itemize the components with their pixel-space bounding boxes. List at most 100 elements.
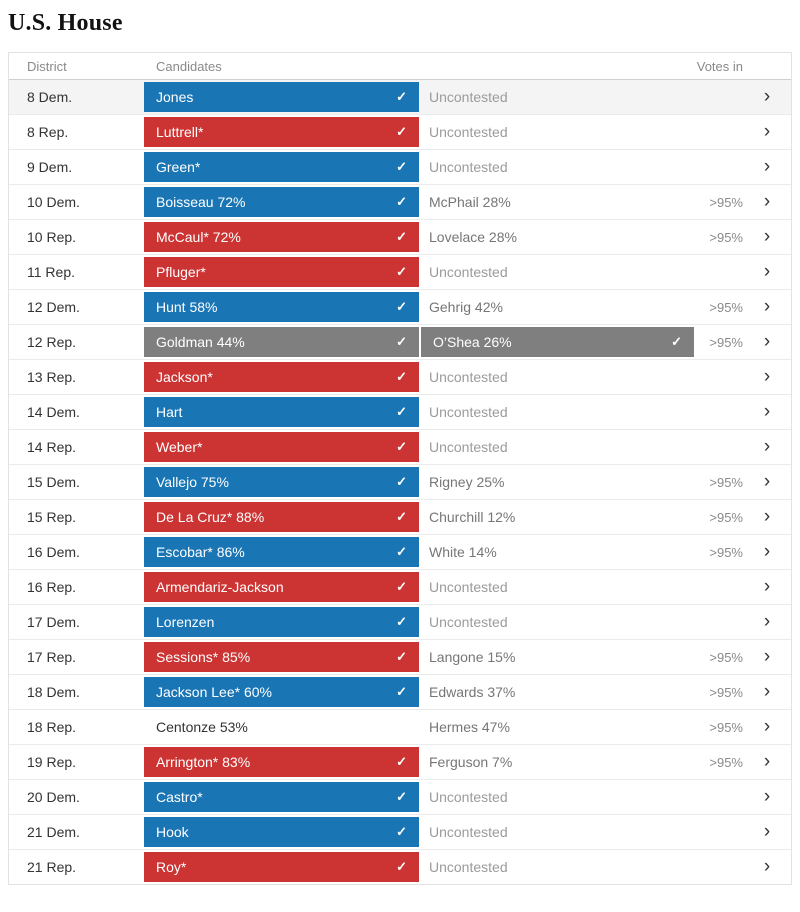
header-candidates: Candidates <box>156 58 222 74</box>
table-row[interactable]: 8 Dem. Jones ✓ Uncontested › <box>9 80 791 115</box>
chevron-right-icon[interactable]: › <box>763 120 771 142</box>
opponent-name: Ferguson 7% <box>429 754 513 770</box>
table-row[interactable]: 12 Dem. Hunt 58% ✓ Gehrig 42% >95% › <box>9 290 791 325</box>
opponent-name: Uncontested <box>429 89 508 105</box>
candidate-bar: Hook ✓ <box>144 817 419 847</box>
candidate-cell: Hunt 58% ✓ <box>144 290 419 324</box>
table-row[interactable]: 12 Rep. Goldman 44% ✓ O’Shea 26% ✓ >95% … <box>9 325 791 360</box>
candidate-bar: Vallejo 75% ✓ <box>144 467 419 497</box>
chevron-right-icon[interactable]: › <box>763 260 771 282</box>
chevron-right-icon[interactable]: › <box>763 645 771 667</box>
district-label: 17 Rep. <box>27 649 77 665</box>
chevron-right-icon[interactable]: › <box>763 820 771 842</box>
district-label: 20 Dem. <box>27 789 80 805</box>
chevron-right-icon[interactable]: › <box>763 505 771 527</box>
opponent-cell: Ferguson 7% <box>419 745 691 779</box>
candidate-cell: Castro* ✓ <box>144 780 419 814</box>
table-row[interactable]: 15 Rep. De La Cruz* 88% ✓ Churchill 12% … <box>9 500 791 535</box>
candidate-cell: Sessions* 85% ✓ <box>144 640 419 674</box>
winner-check-icon: ✓ <box>396 789 407 804</box>
table-row[interactable]: 16 Dem. Escobar* 86% ✓ White 14% >95% › <box>9 535 791 570</box>
chevron-right-icon[interactable]: › <box>763 400 771 422</box>
opponent-name: Edwards 37% <box>429 684 516 700</box>
candidate-cell: Jackson* ✓ <box>144 360 419 394</box>
winner-check-icon: ✓ <box>396 369 407 384</box>
opponent-bar: Uncontested <box>419 789 691 805</box>
opponent-cell: Uncontested <box>419 80 691 114</box>
opponent-name: Uncontested <box>429 439 508 455</box>
opponent-cell: Uncontested <box>419 395 691 429</box>
candidate-cell: Luttrell* ✓ <box>144 115 419 149</box>
table-row[interactable]: 14 Dem. Hart ✓ Uncontested › <box>9 395 791 430</box>
table-row[interactable]: 15 Dem. Vallejo 75% ✓ Rigney 25% >95% › <box>9 465 791 500</box>
chevron-right-icon[interactable]: › <box>763 610 771 632</box>
opponent-bar: Lovelace 28% <box>419 229 691 245</box>
chevron-right-icon[interactable]: › <box>763 715 771 737</box>
table-row[interactable]: 17 Rep. Sessions* 85% ✓ Langone 15% >95%… <box>9 640 791 675</box>
table-row[interactable]: 21 Rep. Roy* ✓ Uncontested › <box>9 850 791 884</box>
opponent-bar: Uncontested <box>419 579 691 595</box>
table-row[interactable]: 18 Dem. Jackson Lee* 60% ✓ Edwards 37% >… <box>9 675 791 710</box>
opponent-bar: Uncontested <box>419 264 691 280</box>
table-row[interactable]: 13 Rep. Jackson* ✓ Uncontested › <box>9 360 791 395</box>
candidate-cell: Armendariz-Jackson ✓ <box>144 570 419 604</box>
winner-check-icon: ✓ <box>396 264 407 279</box>
chevron-right-icon[interactable]: › <box>763 190 771 212</box>
chevron-right-icon[interactable]: › <box>763 785 771 807</box>
table-row[interactable]: 9 Dem. Green* ✓ Uncontested › <box>9 150 791 185</box>
opponent-cell: Uncontested <box>419 850 691 884</box>
chevron-right-icon[interactable]: › <box>763 540 771 562</box>
candidate-cell: Jackson Lee* 60% ✓ <box>144 675 419 709</box>
winner-check-icon: ✓ <box>396 824 407 839</box>
table-row[interactable]: 11 Rep. Pfluger* ✓ Uncontested › <box>9 255 791 290</box>
candidate-bar: Armendariz-Jackson ✓ <box>144 572 419 602</box>
opponent-bar: Edwards 37% <box>419 684 691 700</box>
votes-in-value <box>691 780 743 814</box>
table-row[interactable]: 10 Rep. McCaul* 72% ✓ Lovelace 28% >95% … <box>9 220 791 255</box>
chevron-right-icon[interactable]: › <box>763 575 771 597</box>
table-row[interactable]: 14 Rep. Weber* ✓ Uncontested › <box>9 430 791 465</box>
candidate-cell: Vallejo 75% ✓ <box>144 465 419 499</box>
chevron-right-icon[interactable]: › <box>763 155 771 177</box>
candidate-name: Jackson* <box>156 369 213 385</box>
chevron-right-icon[interactable]: › <box>763 435 771 457</box>
chevron-right-icon[interactable]: › <box>763 470 771 492</box>
opponent-name: Uncontested <box>429 579 508 595</box>
table-row[interactable]: 17 Dem. Lorenzen ✓ Uncontested › <box>9 605 791 640</box>
candidate-bar: Green* ✓ <box>144 152 419 182</box>
chevron-right-icon[interactable]: › <box>763 750 771 772</box>
table-row[interactable]: 18 Rep. Centonze 53% Hermes 47% >95% › <box>9 710 791 745</box>
chevron-right-icon[interactable]: › <box>763 85 771 107</box>
winner-check-icon: ✓ <box>396 159 407 174</box>
chevron-right-icon[interactable]: › <box>763 330 771 352</box>
chevron-right-icon[interactable]: › <box>763 680 771 702</box>
table-row[interactable]: 20 Dem. Castro* ✓ Uncontested › <box>9 780 791 815</box>
table-row[interactable]: 8 Rep. Luttrell* ✓ Uncontested › <box>9 115 791 150</box>
district-label: 15 Dem. <box>27 474 80 490</box>
opponent-cell: Churchill 12% <box>419 500 691 534</box>
chevron-right-icon[interactable]: › <box>763 225 771 247</box>
opponent-name: Uncontested <box>429 614 508 630</box>
opponent-cell: Langone 15% <box>419 640 691 674</box>
opponent-bar: Uncontested <box>419 159 691 175</box>
opponent-cell: O’Shea 26% ✓ <box>419 325 694 359</box>
table-row[interactable]: 10 Dem. Boisseau 72% ✓ McPhail 28% >95% … <box>9 185 791 220</box>
chevron-right-icon[interactable]: › <box>763 365 771 387</box>
table-row[interactable]: 19 Rep. Arrington* 83% ✓ Ferguson 7% >95… <box>9 745 791 780</box>
table-row[interactable]: 21 Dem. Hook ✓ Uncontested › <box>9 815 791 850</box>
chevron-right-icon[interactable]: › <box>763 295 771 317</box>
votes-in-value <box>691 80 743 114</box>
opponent-bar: White 14% <box>419 544 691 560</box>
candidate-bar: Pfluger* ✓ <box>144 257 419 287</box>
winner-check-icon: ✓ <box>396 754 407 769</box>
candidate-cell: Green* ✓ <box>144 150 419 184</box>
opponent-name: Gehrig 42% <box>429 299 503 315</box>
candidate-cell: Jones ✓ <box>144 80 419 114</box>
table-row[interactable]: 16 Rep. Armendariz-Jackson ✓ Uncontested… <box>9 570 791 605</box>
chevron-right-icon[interactable]: › <box>763 855 771 877</box>
district-label: 16 Dem. <box>27 544 80 560</box>
candidate-bar: Centonze 53% <box>144 712 419 742</box>
votes-in-value <box>691 150 743 184</box>
candidate-bar: Jackson Lee* 60% ✓ <box>144 677 419 707</box>
opponent-bar: Rigney 25% <box>419 474 691 490</box>
